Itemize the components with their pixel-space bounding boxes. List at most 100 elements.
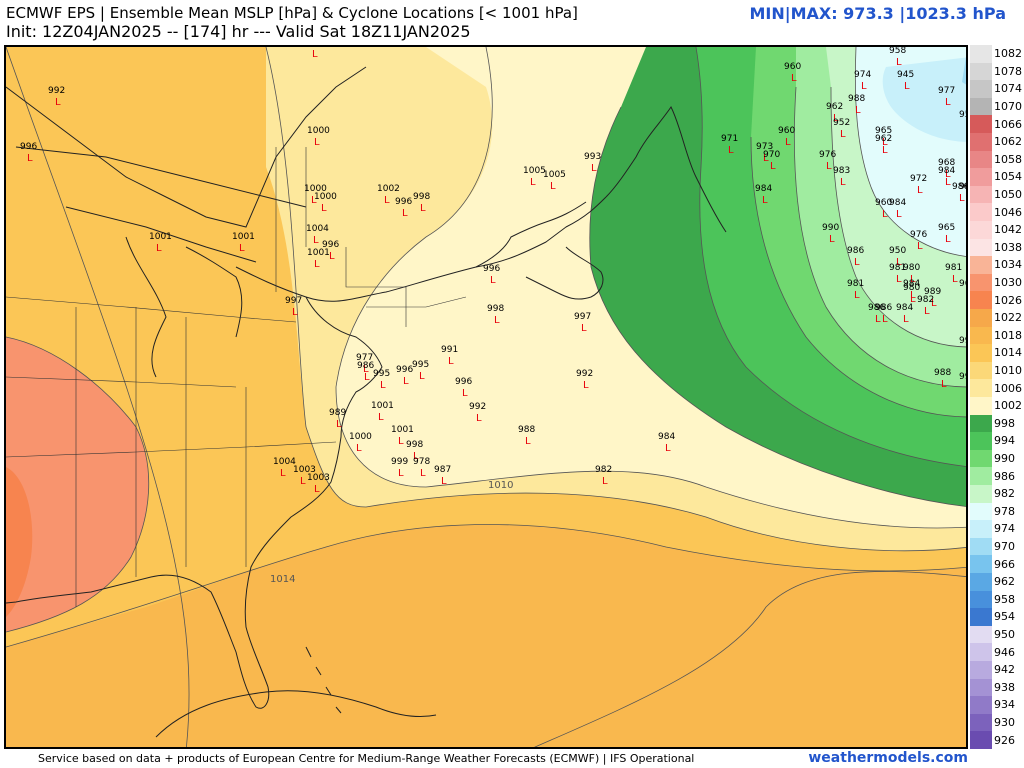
- cyclone-low-marker: L: [785, 137, 791, 148]
- colorbar-swatch: [970, 467, 992, 485]
- cyclone-pressure-value: 976: [910, 230, 927, 240]
- colorbar-swatch: [970, 397, 992, 415]
- colorbar-step: 974: [970, 520, 1022, 538]
- cyclone-pressure-value: 973: [756, 142, 773, 152]
- colorbar-swatch: [970, 273, 992, 292]
- colorbar-swatch: [970, 414, 992, 433]
- colorbar-label: 1002: [994, 399, 1022, 413]
- colorbar-label: 994: [994, 434, 1015, 448]
- cyclone-low-marker: L: [413, 451, 419, 462]
- colorbar-step: 962: [970, 573, 1022, 591]
- cyclone-low-marker: L: [903, 314, 909, 325]
- cyclone-pressure-value: 997: [285, 296, 302, 306]
- cyclone-pressure-value: 950: [889, 246, 906, 256]
- cyclone-pressure-value: 996: [483, 264, 500, 274]
- colorbar-swatch: [970, 221, 992, 239]
- colorbar-swatch: [970, 537, 992, 556]
- cyclone-low-marker: L: [966, 383, 968, 394]
- colorbar-label: 1046: [994, 205, 1022, 219]
- colorbar-label: 1074: [994, 82, 1022, 96]
- colorbar-swatch: [970, 520, 992, 538]
- colorbar-swatch: [970, 555, 992, 573]
- cyclone-pressure-value: 998: [413, 192, 430, 202]
- cyclone-low-marker: L: [966, 121, 968, 132]
- cyclone-pressure-value: 987: [434, 465, 451, 475]
- cyclone-pressure-value: 972: [910, 174, 927, 184]
- cyclone-pressure-value: 995: [373, 369, 390, 379]
- cyclone-pressure-value: 982: [917, 295, 934, 305]
- credit-footer: Service based on data + products of Euro…: [38, 752, 695, 765]
- cyclone-pressure-value: 996: [395, 197, 412, 207]
- colorbar-step: 1018: [970, 326, 1022, 345]
- cyclone-pressure-value: 966: [959, 279, 968, 289]
- cyclone-low-marker: L: [311, 195, 317, 206]
- colorbar-label: 958: [994, 592, 1015, 606]
- cyclone-low-marker: L: [875, 314, 881, 325]
- cyclone-low-marker: L: [476, 413, 482, 424]
- colorbar-label: 930: [994, 716, 1015, 730]
- pressure-colorbar: 1082 1078 1074 1070 1066 1062 1058 1054 1050 1046…: [970, 45, 1022, 749]
- colorbar-step: 1030: [970, 273, 1022, 292]
- colorbar-swatch: [970, 379, 992, 397]
- colorbar-label: 970: [994, 540, 1015, 554]
- cyclone-low-marker: L: [581, 323, 587, 334]
- cyclone-low-marker: L: [854, 257, 860, 268]
- colorbar-label: 1010: [994, 364, 1022, 378]
- cyclone-pressure-value: 1004: [305, 47, 328, 48]
- cyclone-pressure-value: 988: [848, 94, 865, 104]
- colorbar-swatch: [970, 449, 992, 468]
- cyclone-pressure-value: 986: [875, 303, 892, 313]
- cyclone-low-marker: L: [966, 193, 968, 204]
- cyclone-pressure-value: 988: [934, 368, 951, 378]
- colorbar-step: 994: [970, 432, 1022, 450]
- cyclone-low-marker: L: [448, 356, 454, 367]
- colorbar-step: 958: [970, 590, 1022, 609]
- colorbar-step: 926: [970, 731, 1022, 749]
- cyclone-low-marker: L: [762, 195, 768, 206]
- colorbar-step: 990: [970, 449, 1022, 468]
- colorbar-step: 982: [970, 485, 1022, 503]
- coastlines: [6, 66, 727, 738]
- colorbar-step: 946: [970, 643, 1022, 661]
- colorbar-swatch: [970, 625, 992, 644]
- cyclone-pressure-value: 986: [868, 303, 885, 313]
- map-canvas: 1010 1014 1004L992L996L1000L1000L1000L10…: [6, 47, 968, 747]
- cyclone-pressure-value: 1004: [306, 224, 329, 234]
- cyclone-pressure-value: 998: [487, 304, 504, 314]
- colorbar-step: 930: [970, 713, 1022, 732]
- colorbar-label: 1054: [994, 170, 1022, 184]
- cyclone-pressure-value: 981: [847, 279, 864, 289]
- colorbar-step: 934: [970, 696, 1022, 714]
- cyclone-low-marker: L: [854, 290, 860, 301]
- colorbar-swatch: [970, 97, 992, 116]
- cyclone-low-marker: L: [882, 137, 888, 148]
- colorbar-step: 1074: [970, 80, 1022, 98]
- cyclone-pressure-value: 1005: [523, 166, 546, 176]
- cyclone-pressure-value: 984: [938, 166, 955, 176]
- cyclone-low-marker: L: [904, 81, 910, 92]
- cyclone-pressure-value: 958: [889, 47, 906, 56]
- colorbar-swatch: [970, 643, 992, 661]
- brand-link[interactable]: weathermodels.com: [808, 750, 968, 766]
- cyclone-pressure-value: 976: [819, 150, 836, 160]
- colorbar-step: 1034: [970, 256, 1022, 274]
- pressure-map: 1010 1014 1004L992L996L1000L1000L1000L10…: [4, 45, 968, 749]
- cyclone-pressure-value: 1005: [543, 170, 566, 180]
- colorbar-label: 986: [994, 469, 1015, 483]
- colorbar-step: 998: [970, 414, 1022, 433]
- colorbar-swatch: [970, 590, 992, 609]
- cyclone-pressure-value: 996: [959, 336, 968, 346]
- colorbar-step: 1062: [970, 133, 1022, 151]
- pressure-core: [962, 57, 966, 85]
- cyclone-low-marker: L: [292, 307, 298, 318]
- cyclone-low-marker: L: [829, 234, 835, 245]
- minmax-readout: MIN|MAX: 973.3 |1023.3 hPa: [749, 4, 1006, 23]
- colorbar-swatch: [970, 309, 992, 327]
- cyclone-low-marker: L: [420, 468, 426, 479]
- state-borders: [6, 147, 467, 607]
- colorbar-swatch: [970, 608, 992, 626]
- colorbar-swatch: [970, 115, 992, 133]
- colorbar-label: 942: [994, 663, 1015, 677]
- colorbar-step: 1022: [970, 309, 1022, 327]
- cyclone-low-marker: L: [840, 177, 846, 188]
